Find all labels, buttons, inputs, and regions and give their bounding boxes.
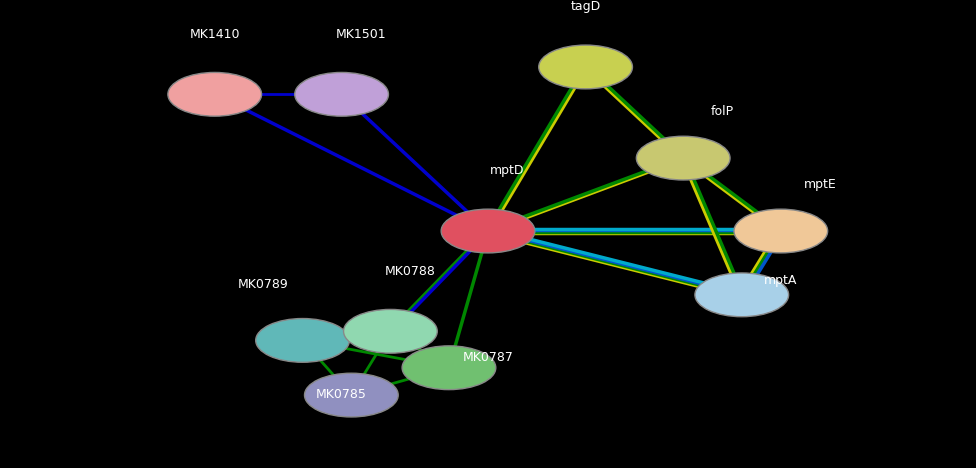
Text: MK0785: MK0785 xyxy=(316,388,367,401)
Circle shape xyxy=(734,209,828,253)
Circle shape xyxy=(168,73,262,116)
Text: mptA: mptA xyxy=(764,274,797,286)
Circle shape xyxy=(344,309,437,353)
Circle shape xyxy=(441,209,535,253)
Circle shape xyxy=(636,136,730,180)
Circle shape xyxy=(695,273,789,317)
Text: MK1410: MK1410 xyxy=(189,28,240,41)
Text: folP: folP xyxy=(711,105,734,118)
Text: MK0787: MK0787 xyxy=(463,351,513,364)
Text: tagD: tagD xyxy=(571,0,600,13)
Circle shape xyxy=(402,346,496,390)
Circle shape xyxy=(305,373,398,417)
Text: mptD: mptD xyxy=(490,164,525,177)
Circle shape xyxy=(295,73,388,116)
Text: mptE: mptE xyxy=(803,178,836,191)
Circle shape xyxy=(256,319,349,362)
Text: MK0789: MK0789 xyxy=(238,278,289,291)
Text: MK0788: MK0788 xyxy=(385,264,435,278)
Circle shape xyxy=(539,45,632,89)
Text: MK1501: MK1501 xyxy=(336,28,386,41)
